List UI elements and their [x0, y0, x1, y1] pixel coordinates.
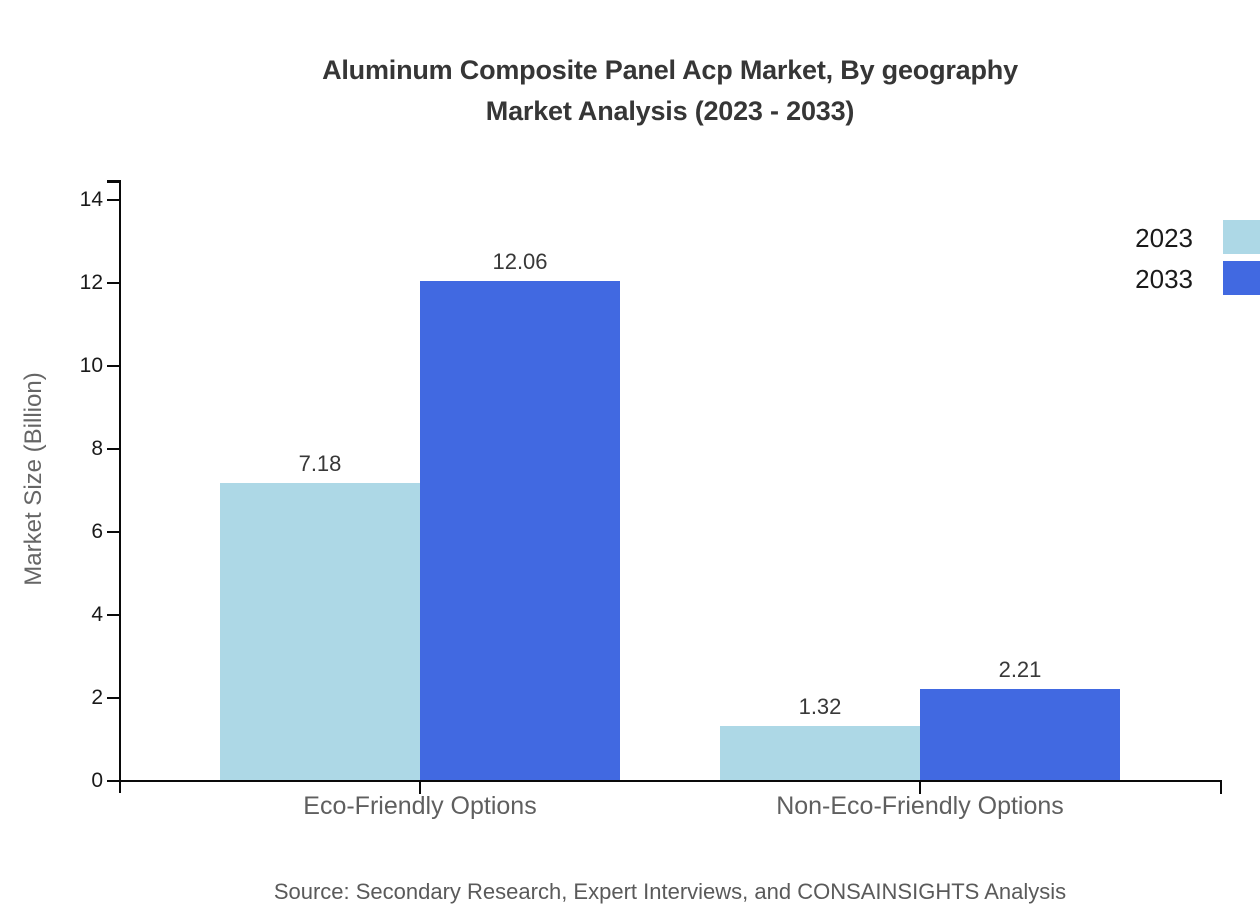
- x-axis-line: [107, 779, 1223, 783]
- y-tick-label: 8: [91, 437, 103, 460]
- chart-title-line1: Aluminum Composite Panel Acp Market, By …: [322, 55, 1018, 85]
- legend-label-2033: 2033: [1135, 264, 1193, 294]
- x-tick-mark: [418, 781, 422, 794]
- y-tick-label: 4: [91, 603, 103, 626]
- y-axis-end-tick: [107, 180, 120, 183]
- y-tick-label: 2: [91, 686, 103, 709]
- bar-value-label: 2.21: [998, 657, 1042, 683]
- bar-2023-category-0: [220, 483, 420, 781]
- y-tick-mark: [107, 198, 120, 202]
- bar-2033-category-0: [420, 280, 620, 781]
- bar-2023-category-1: [720, 726, 920, 781]
- legend-swatch-2023: [1223, 220, 1260, 254]
- legend-swatch-2033: [1223, 261, 1260, 295]
- bar-value-label: 7.18: [298, 451, 342, 477]
- chart-title-line2: Market Analysis (2023 - 2033): [485, 96, 855, 126]
- x-axis-end-tick: [1219, 781, 1223, 794]
- x-tick-mark: [918, 781, 922, 794]
- bar-2033-category-1: [920, 689, 1120, 781]
- y-axis-line: [118, 180, 122, 793]
- y-tick-mark: [107, 281, 120, 285]
- y-tick-mark: [107, 364, 120, 368]
- y-tick-label: 0: [91, 769, 103, 792]
- y-tick-mark: [107, 779, 120, 783]
- y-tick-mark: [107, 613, 120, 617]
- y-tick-label: 6: [91, 520, 103, 543]
- legend-label-2023: 2023: [1135, 223, 1193, 253]
- y-tick-mark: [107, 696, 120, 700]
- y-tick-mark: [107, 447, 120, 451]
- y-tick-label: 10: [79, 354, 103, 377]
- bar-value-label: 12.06: [492, 248, 548, 274]
- bar-value-label: 1.32: [798, 694, 842, 720]
- source-note: Source: Secondary Research, Expert Inter…: [273, 879, 1067, 904]
- y-tick-label: 12: [79, 271, 103, 294]
- chart-title: Aluminum Composite Panel Acp Market, By …: [80, 50, 1260, 132]
- x-category-label: Eco-Friendly Options: [303, 792, 537, 820]
- y-tick-label: 14: [79, 188, 103, 211]
- y-tick-mark: [107, 530, 120, 534]
- x-category-label: Non-Eco-Friendly Options: [776, 792, 1064, 820]
